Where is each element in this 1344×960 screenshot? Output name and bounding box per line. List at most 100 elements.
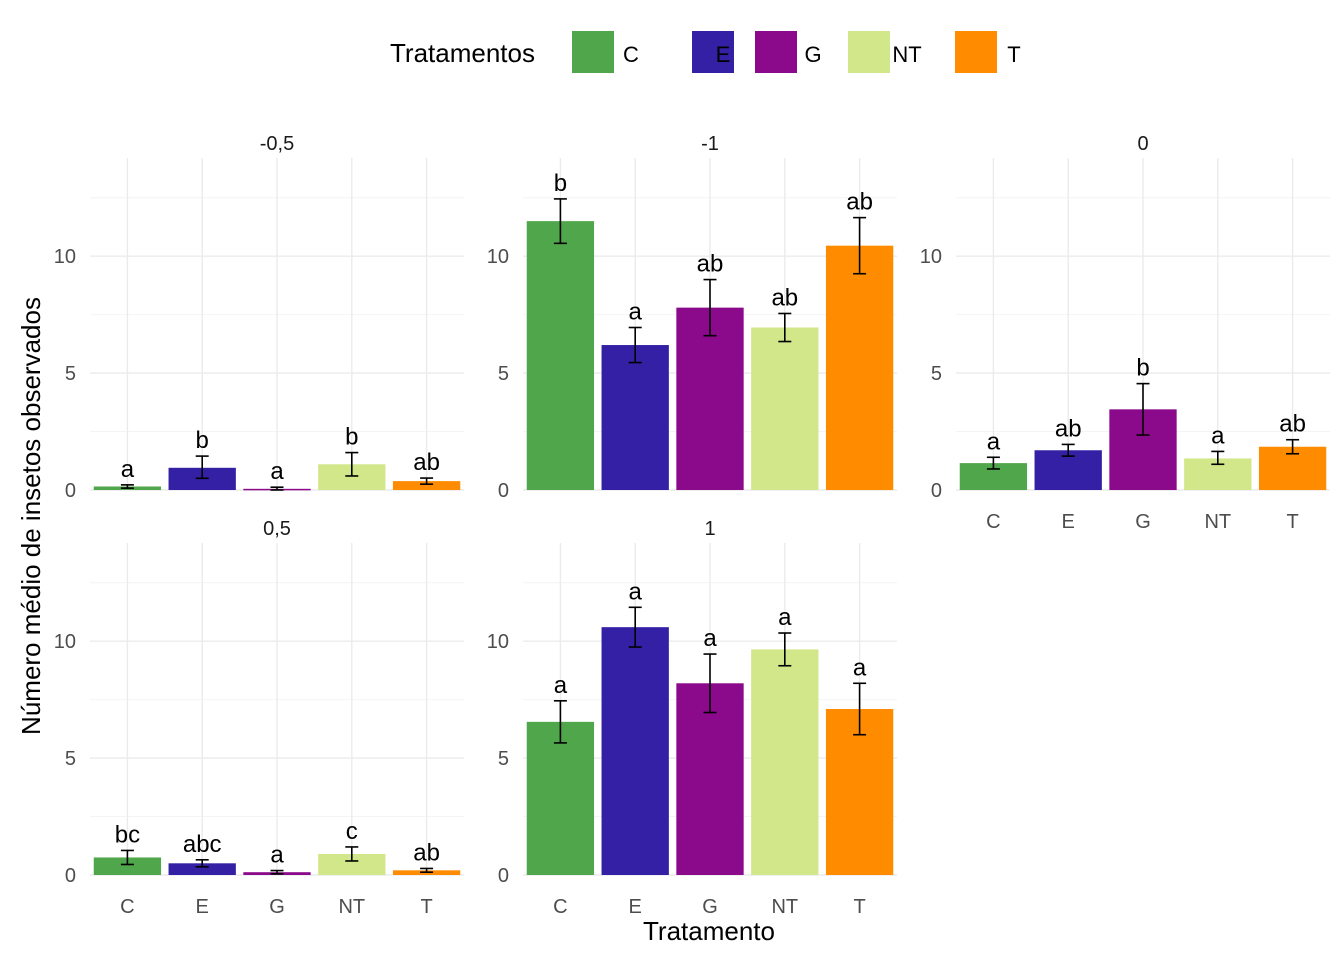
- error-bar: [120, 849, 134, 866]
- bar-nt: [751, 649, 819, 875]
- y-tick-label: 10: [54, 246, 76, 268]
- x-tick-label: C: [120, 896, 134, 918]
- x-tick-label: NT: [338, 896, 365, 918]
- panel-strip-label: 0: [1137, 133, 1148, 155]
- bar-g: [676, 683, 744, 875]
- error-bar: [628, 606, 642, 648]
- panel-2: 0 0 5 10 a ab b a ab C E G NT T: [920, 133, 1330, 533]
- panel-strip-label: -0,5: [260, 133, 294, 155]
- significance-letter: b: [1136, 355, 1149, 382]
- significance-letter: a: [778, 604, 792, 631]
- error-bar: [853, 216, 867, 275]
- error-bar: [703, 278, 717, 337]
- x-tick-label: T: [1286, 511, 1298, 533]
- bar-nt: [318, 853, 386, 875]
- legend-key-c: [572, 31, 614, 73]
- error-bar: [195, 859, 209, 868]
- y-tick-label: 0: [65, 480, 76, 502]
- legend-key-nt: [848, 31, 890, 73]
- error-bar: [345, 846, 359, 862]
- significance-letter: a: [554, 672, 568, 699]
- error-bar: [270, 486, 284, 491]
- bar-t: [392, 481, 461, 490]
- error-bar: [420, 867, 434, 873]
- error-bar: [986, 456, 1000, 470]
- bar-t: [825, 709, 894, 875]
- x-tick-label: G: [1135, 511, 1151, 533]
- legend-label-e: E: [716, 42, 731, 67]
- error-bar: [270, 869, 284, 875]
- significance-letter: ab: [413, 449, 440, 476]
- significance-letter: a: [987, 428, 1001, 455]
- bar-t: [825, 245, 894, 490]
- error-bar: [120, 484, 134, 489]
- error-bar: [628, 326, 642, 364]
- y-axis-title: Número médio de insetos observados: [16, 297, 46, 735]
- x-axis-title: Tratamento: [643, 916, 775, 946]
- significance-letter: a: [270, 842, 284, 869]
- y-tick-label: 0: [931, 480, 942, 502]
- y-tick-label: 0: [65, 865, 76, 887]
- error-bar: [703, 653, 717, 714]
- legend-key-t: [955, 31, 997, 73]
- legend-label-g: G: [804, 42, 821, 67]
- x-tick-label: C: [986, 511, 1000, 533]
- significance-letter: a: [703, 625, 717, 652]
- error-bar: [1286, 438, 1300, 455]
- y-tick-label: 10: [487, 631, 509, 653]
- legend-key-g: [755, 31, 797, 73]
- legend-label-c: C: [623, 42, 639, 67]
- legend-label-t: T: [1007, 42, 1020, 67]
- legend-title: Tratamentos: [390, 38, 535, 68]
- error-bar: [1211, 450, 1225, 466]
- significance-letter: abc: [183, 831, 222, 858]
- y-tick-label: 5: [498, 363, 509, 385]
- panel-1: -1 0 5 10 b a ab ab ab: [487, 133, 897, 502]
- x-tick-label: NT: [771, 896, 798, 918]
- bar-e: [168, 863, 236, 875]
- error-bar: [1061, 443, 1075, 457]
- error-bar: [853, 682, 867, 736]
- error-bar: [195, 455, 209, 480]
- bar-nt: [751, 327, 819, 490]
- significance-letter: ab: [413, 839, 440, 866]
- y-tick-label: 10: [920, 246, 942, 268]
- significance-letter: ab: [1055, 415, 1082, 442]
- y-tick-label: 0: [498, 480, 509, 502]
- panel-3: 0,5 0 5 10 bc abc a c ab C E G NT T: [54, 518, 464, 918]
- x-tick-label: T: [420, 896, 432, 918]
- x-tick-label: G: [269, 896, 285, 918]
- y-tick-label: 5: [65, 363, 76, 385]
- bar-e: [601, 627, 669, 875]
- significance-letter: c: [346, 818, 358, 845]
- y-tick-label: 10: [54, 631, 76, 653]
- significance-letter: a: [629, 578, 643, 605]
- bar-c: [526, 221, 595, 490]
- x-tick-label: E: [629, 896, 642, 918]
- panel-strip-label: 0,5: [263, 518, 291, 540]
- bar-e: [601, 345, 669, 490]
- y-tick-label: 0: [498, 865, 509, 887]
- x-tick-label: C: [553, 896, 567, 918]
- error-bar: [553, 198, 567, 245]
- significance-letter: a: [270, 458, 284, 485]
- x-tick-label: E: [1062, 511, 1075, 533]
- error-bar: [778, 632, 792, 667]
- significance-letter: a: [1211, 422, 1225, 449]
- y-tick-label: 5: [65, 748, 76, 770]
- error-bar: [1136, 382, 1150, 436]
- bar-g: [676, 307, 744, 490]
- significance-letter: b: [554, 170, 567, 197]
- legend-key-e: [692, 31, 734, 73]
- bar-c: [526, 721, 595, 875]
- x-tick-label: T: [853, 896, 865, 918]
- significance-letter: a: [629, 299, 643, 326]
- legend-label-nt: NT: [892, 42, 921, 67]
- significance-letter: a: [121, 456, 135, 483]
- error-bar: [553, 700, 567, 744]
- x-tick-label: E: [196, 896, 209, 918]
- significance-letter: b: [345, 424, 358, 451]
